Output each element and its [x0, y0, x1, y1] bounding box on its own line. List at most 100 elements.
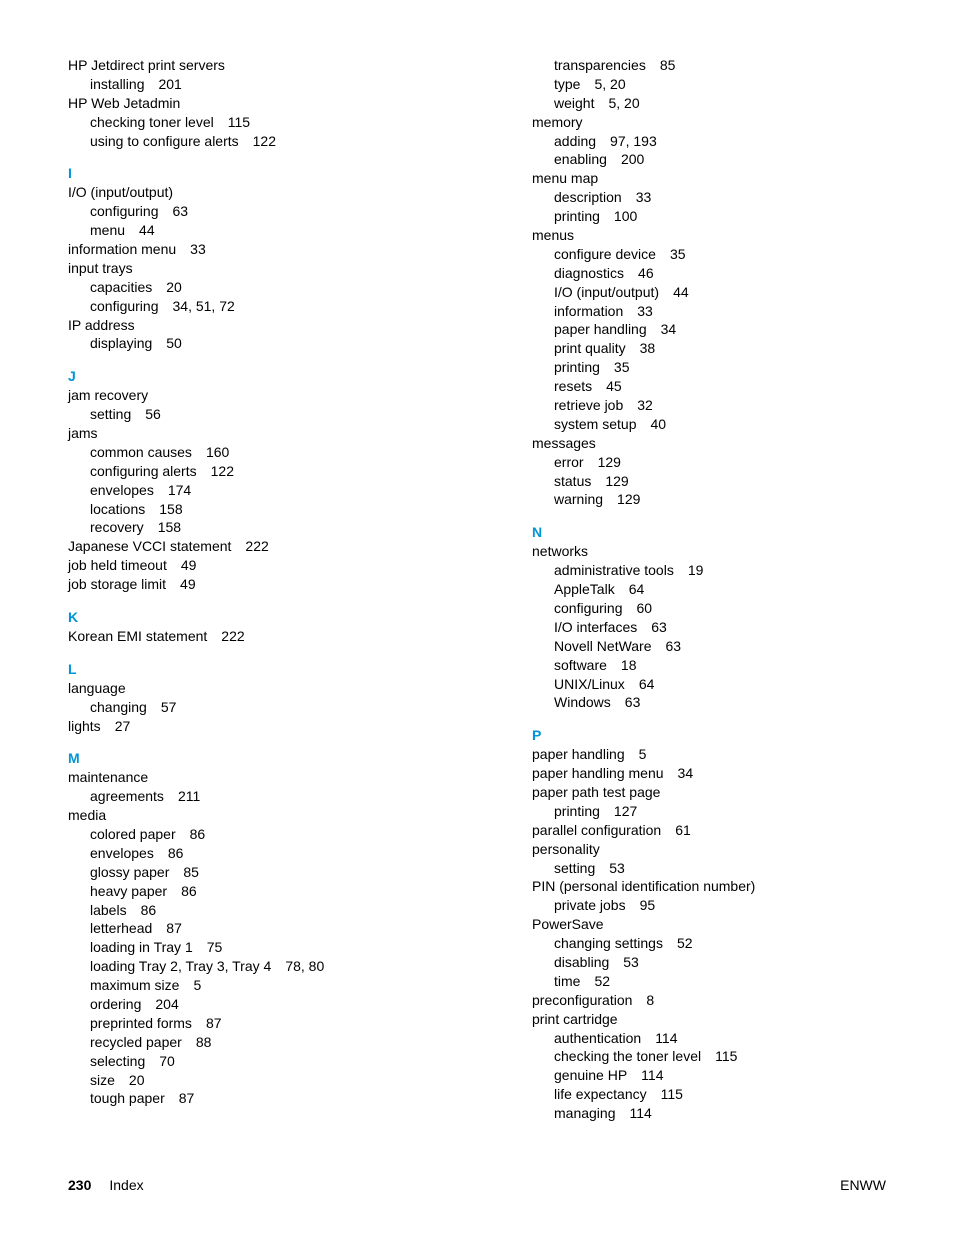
index-term: configure device	[554, 246, 656, 262]
index-page-ref: 18	[621, 657, 637, 673]
index-term: setting	[554, 860, 595, 876]
index-term: preprinted forms	[90, 1015, 192, 1031]
index-page-ref: 44	[139, 222, 155, 238]
index-subentry: tough paper87	[68, 1089, 422, 1108]
index-term: recycled paper	[90, 1034, 182, 1050]
index-subentry: labels86	[68, 901, 422, 920]
index-column-left: HP Jetdirect print serversinstalling201H…	[68, 56, 422, 1123]
index-page-ref: 200	[621, 151, 644, 167]
index-page-ref: 114	[655, 1030, 677, 1046]
index-page-ref: 53	[623, 954, 639, 970]
index-subentry: UNIX/Linux64	[532, 675, 886, 694]
page-footer: 230 Index ENWW	[68, 1176, 886, 1195]
index-term: networks	[532, 543, 588, 559]
index-term: IP address	[68, 317, 135, 333]
index-letter-heading: I	[68, 164, 422, 183]
index-term: personality	[532, 841, 600, 857]
index-term: Windows	[554, 694, 611, 710]
index-term: installing	[90, 76, 144, 92]
index-term: type	[554, 76, 580, 92]
index-page-ref: 19	[688, 562, 704, 578]
index-subentry: locations158	[68, 500, 422, 519]
index-subentry: preprinted forms87	[68, 1014, 422, 1033]
index-subentry: managing114	[532, 1104, 886, 1123]
index-subentry: information33	[532, 302, 886, 321]
index-page-ref: 129	[617, 491, 640, 507]
index-term: lights	[68, 718, 101, 734]
index-term: print quality	[554, 340, 626, 356]
index-term: I/O (input/output)	[554, 284, 659, 300]
index-letter-heading: N	[532, 523, 886, 542]
index-subentry: loading Tray 2, Tray 3, Tray 4 78, 80	[68, 957, 422, 976]
index-term: Japanese VCCI statement	[68, 538, 231, 554]
index-term: Korean EMI statement	[68, 628, 207, 644]
index-subentry: using to configure alerts122	[68, 132, 422, 151]
index-term: configuring	[554, 600, 623, 616]
index-term: AppleTalk	[554, 581, 615, 597]
index-page-ref: 49	[180, 576, 196, 592]
index-subentry: error129	[532, 453, 886, 472]
index-page-ref: 64	[629, 581, 645, 597]
index-term: error	[554, 454, 584, 470]
index-entry: paper path test page	[532, 783, 886, 802]
index-page-ref: 97, 193	[610, 133, 657, 149]
index-term: configuring	[90, 298, 159, 314]
index-subentry: glossy paper85	[68, 863, 422, 882]
index-term: printing	[554, 208, 600, 224]
index-subentry: paper handling34	[532, 320, 886, 339]
index-entry: preconfiguration8	[532, 991, 886, 1010]
index-entry: menus	[532, 226, 886, 245]
index-subentry: private jobs95	[532, 896, 886, 915]
index-term: PIN (personal identification number)	[532, 878, 755, 894]
index-page-ref: 78, 80	[285, 958, 324, 974]
index-term: time	[554, 973, 580, 989]
index-page-ref: 33	[190, 241, 206, 257]
index-entry: paper handling menu34	[532, 764, 886, 783]
index-page-ref: 75	[207, 939, 223, 955]
index-page-ref: 222	[245, 538, 268, 554]
index-page-ref: 35	[670, 246, 686, 262]
index-subentry: changing57	[68, 698, 422, 717]
index-term: printing	[554, 803, 600, 819]
index-term: paper path test page	[532, 784, 660, 800]
index-term: system setup	[554, 416, 636, 432]
index-term: common causes	[90, 444, 192, 460]
index-columns: HP Jetdirect print serversinstalling201H…	[68, 56, 886, 1123]
index-term: language	[68, 680, 126, 696]
index-page-ref: 122	[211, 463, 234, 479]
index-term: information	[554, 303, 623, 319]
index-entry: Korean EMI statement 222	[68, 627, 422, 646]
index-page-ref: 38	[640, 340, 656, 356]
index-subentry: configuring 34, 51, 72	[68, 297, 422, 316]
index-term: loading Tray 2, Tray 3, Tray 4	[90, 958, 271, 974]
index-entry: HP Web Jetadmin	[68, 94, 422, 113]
index-page-ref: 222	[221, 628, 244, 644]
index-page-ref: 95	[640, 897, 656, 913]
index-term: media	[68, 807, 106, 823]
index-term: adding	[554, 133, 596, 149]
index-subentry: maximum size5	[68, 976, 422, 995]
index-subentry: colored paper86	[68, 825, 422, 844]
index-term: recovery	[90, 519, 144, 535]
index-term: status	[554, 473, 591, 489]
index-subentry: transparencies85	[532, 56, 886, 75]
index-term: I/O (input/output)	[68, 184, 173, 200]
index-subentry: retrieve job32	[532, 396, 886, 415]
index-letter-heading: L	[68, 660, 422, 679]
index-entry: I/O (input/output)	[68, 183, 422, 202]
index-page-ref: 211	[178, 788, 200, 804]
index-term: changing settings	[554, 935, 663, 951]
index-entry: media	[68, 806, 422, 825]
footer-section: Index	[109, 1176, 143, 1195]
index-subentry: diagnostics46	[532, 264, 886, 283]
index-page-ref: 34, 51, 72	[173, 298, 235, 314]
index-page-ref: 158	[158, 519, 181, 535]
index-letter-heading: K	[68, 608, 422, 627]
index-subentry: recovery 158	[68, 518, 422, 537]
index-page-ref: 53	[609, 860, 625, 876]
index-term: size	[90, 1072, 115, 1088]
index-entry: print cartridge	[532, 1010, 886, 1029]
index-page-ref: 85	[183, 864, 199, 880]
index-term: labels	[90, 902, 127, 918]
index-entry: PIN (personal identification number)	[532, 877, 886, 896]
